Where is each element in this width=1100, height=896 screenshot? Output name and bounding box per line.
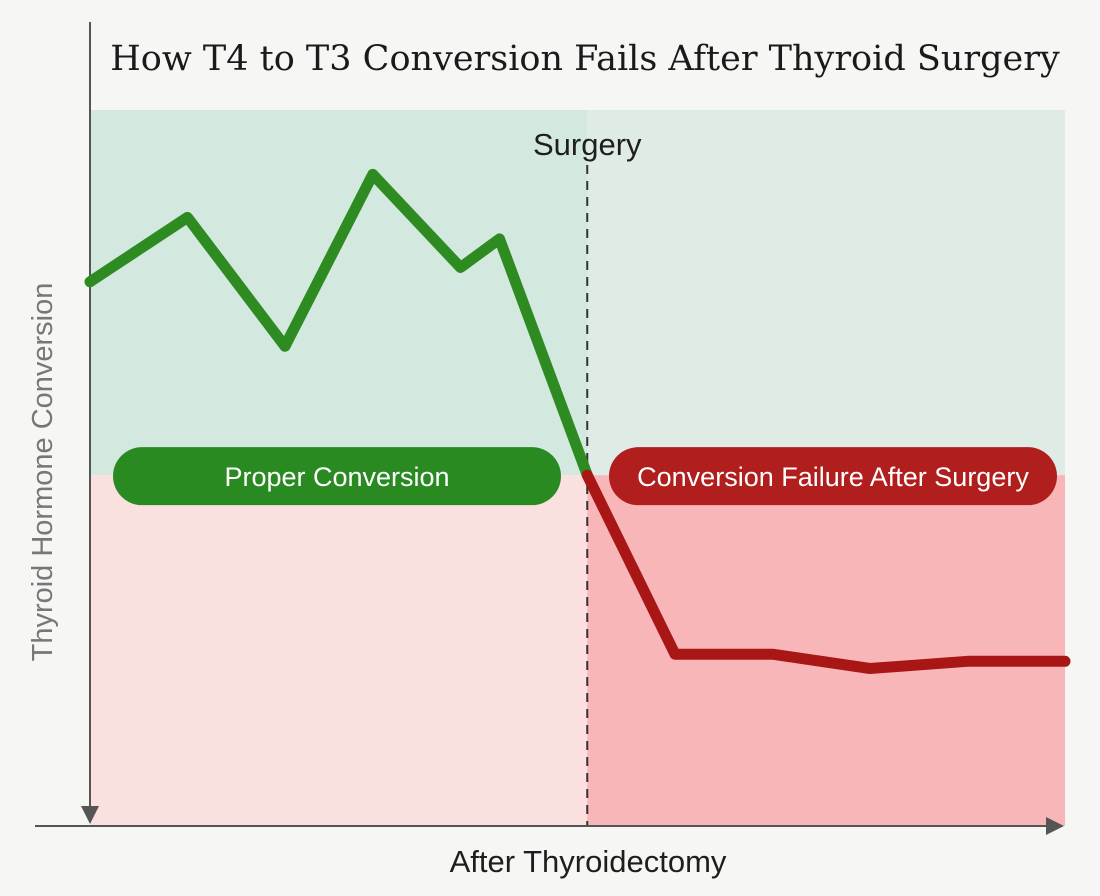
x-axis-label: After Thyroidectomy — [450, 844, 727, 879]
y-axis-arrow — [81, 806, 99, 824]
chart-axes — [35, 22, 1064, 835]
bg-lower-right — [587, 475, 1065, 826]
bg-upper-left — [90, 110, 588, 476]
region-pill-2 — [609, 447, 1057, 506]
chart-title: How T4 to T3 Conversion Fails After Thyr… — [110, 39, 1060, 79]
y-axis-label: Thyroid Hormone Conversion — [27, 283, 59, 662]
chart-background — [90, 110, 1065, 826]
bg-upper-right — [587, 110, 1065, 476]
bg-lower-left — [90, 475, 588, 826]
chart-lines — [84, 168, 1071, 674]
region-label-2: Conversion Failure After Surgery — [637, 462, 1029, 492]
region-labels: Proper Conversion Conversion Failure Afte… — [113, 447, 1057, 506]
x-axis-arrow — [1046, 817, 1064, 835]
region-label-1: Proper Conversion — [224, 462, 449, 492]
surgery-marker-label: Surgery — [533, 127, 642, 162]
series-line-2 — [581, 469, 1071, 674]
series-line-1 — [84, 168, 593, 481]
region-pill-1 — [113, 447, 561, 506]
